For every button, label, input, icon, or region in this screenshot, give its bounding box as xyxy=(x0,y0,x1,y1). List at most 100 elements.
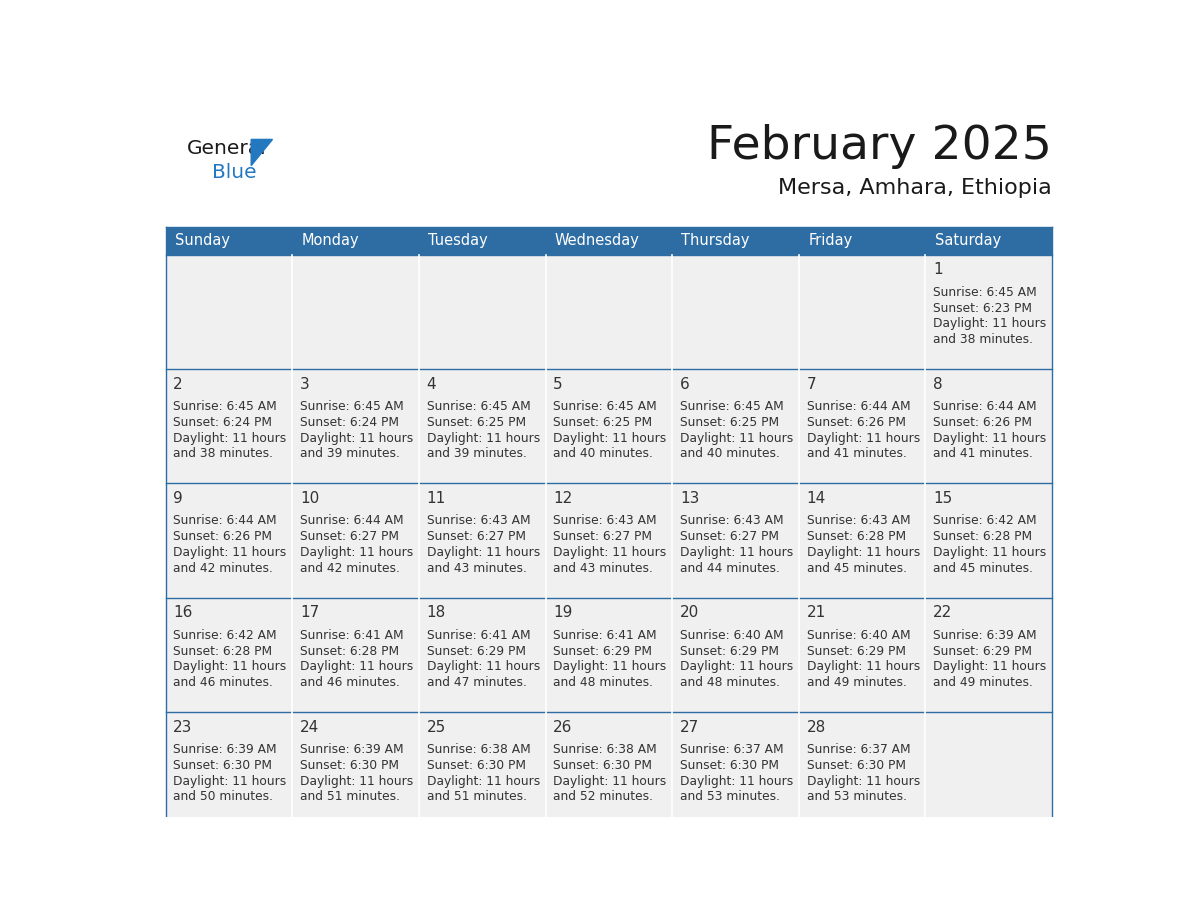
Text: Sunset: 6:28 PM: Sunset: 6:28 PM xyxy=(173,644,272,657)
Text: and 48 minutes.: and 48 minutes. xyxy=(680,677,781,689)
Text: Sunrise: 6:42 AM: Sunrise: 6:42 AM xyxy=(173,629,277,642)
Text: and 52 minutes.: and 52 minutes. xyxy=(554,790,653,803)
Text: Daylight: 11 hours: Daylight: 11 hours xyxy=(680,431,794,444)
Text: Sunset: 6:23 PM: Sunset: 6:23 PM xyxy=(934,301,1032,315)
Text: Daylight: 11 hours: Daylight: 11 hours xyxy=(173,431,286,444)
Bar xyxy=(165,227,1053,254)
Text: and 49 minutes.: and 49 minutes. xyxy=(934,677,1034,689)
Text: and 39 minutes.: and 39 minutes. xyxy=(426,447,526,461)
Text: Sunrise: 6:42 AM: Sunrise: 6:42 AM xyxy=(934,514,1037,528)
Text: Daylight: 11 hours: Daylight: 11 hours xyxy=(426,775,539,788)
Text: 4: 4 xyxy=(426,376,436,392)
Text: Daylight: 11 hours: Daylight: 11 hours xyxy=(299,775,413,788)
Text: Daylight: 11 hours: Daylight: 11 hours xyxy=(934,318,1047,330)
Text: Daylight: 11 hours: Daylight: 11 hours xyxy=(934,546,1047,559)
Text: Thursday: Thursday xyxy=(682,233,750,249)
Text: 16: 16 xyxy=(173,605,192,621)
Text: Sunrise: 6:43 AM: Sunrise: 6:43 AM xyxy=(554,514,657,528)
Text: Daylight: 11 hours: Daylight: 11 hours xyxy=(299,431,413,444)
Text: Daylight: 11 hours: Daylight: 11 hours xyxy=(680,546,794,559)
Text: and 45 minutes.: and 45 minutes. xyxy=(807,562,906,575)
Text: and 45 minutes.: and 45 minutes. xyxy=(934,562,1034,575)
Text: and 51 minutes.: and 51 minutes. xyxy=(299,790,400,803)
Text: and 38 minutes.: and 38 minutes. xyxy=(934,333,1034,346)
Text: 8: 8 xyxy=(934,376,943,392)
Text: Sunday: Sunday xyxy=(175,233,229,249)
Text: Sunset: 6:28 PM: Sunset: 6:28 PM xyxy=(934,531,1032,543)
Text: 12: 12 xyxy=(554,491,573,506)
Text: Sunset: 6:27 PM: Sunset: 6:27 PM xyxy=(554,531,652,543)
Text: Daylight: 11 hours: Daylight: 11 hours xyxy=(680,775,794,788)
Text: and 53 minutes.: and 53 minutes. xyxy=(807,790,906,803)
Text: Sunset: 6:29 PM: Sunset: 6:29 PM xyxy=(680,644,779,657)
Text: 17: 17 xyxy=(299,605,320,621)
Text: Tuesday: Tuesday xyxy=(428,233,488,249)
Text: 19: 19 xyxy=(554,605,573,621)
Text: Sunset: 6:27 PM: Sunset: 6:27 PM xyxy=(680,531,779,543)
Text: Daylight: 11 hours: Daylight: 11 hours xyxy=(934,660,1047,673)
Text: Blue: Blue xyxy=(211,162,257,182)
Text: Daylight: 11 hours: Daylight: 11 hours xyxy=(554,431,666,444)
Bar xyxy=(165,483,1053,598)
Text: Daylight: 11 hours: Daylight: 11 hours xyxy=(807,546,920,559)
Text: Sunrise: 6:40 AM: Sunrise: 6:40 AM xyxy=(680,629,784,642)
Text: Daylight: 11 hours: Daylight: 11 hours xyxy=(426,431,539,444)
Text: Sunset: 6:29 PM: Sunset: 6:29 PM xyxy=(934,644,1032,657)
Text: Sunrise: 6:39 AM: Sunrise: 6:39 AM xyxy=(299,743,404,756)
Text: 2: 2 xyxy=(173,376,183,392)
Text: Sunrise: 6:39 AM: Sunrise: 6:39 AM xyxy=(173,743,277,756)
Text: and 49 minutes.: and 49 minutes. xyxy=(807,677,906,689)
Text: February 2025: February 2025 xyxy=(707,124,1053,169)
Text: Sunrise: 6:44 AM: Sunrise: 6:44 AM xyxy=(807,400,910,413)
Text: and 40 minutes.: and 40 minutes. xyxy=(680,447,779,461)
Text: Daylight: 11 hours: Daylight: 11 hours xyxy=(680,660,794,673)
Text: 7: 7 xyxy=(807,376,816,392)
Text: 25: 25 xyxy=(426,720,446,734)
Text: Sunset: 6:27 PM: Sunset: 6:27 PM xyxy=(426,531,525,543)
Text: General: General xyxy=(188,140,267,159)
Text: and 46 minutes.: and 46 minutes. xyxy=(173,677,273,689)
Text: and 46 minutes.: and 46 minutes. xyxy=(299,677,400,689)
Text: 3: 3 xyxy=(299,376,310,392)
Text: Sunset: 6:26 PM: Sunset: 6:26 PM xyxy=(807,416,905,429)
Text: and 47 minutes.: and 47 minutes. xyxy=(426,677,526,689)
Text: Sunrise: 6:41 AM: Sunrise: 6:41 AM xyxy=(426,629,530,642)
Polygon shape xyxy=(251,140,272,165)
Text: 5: 5 xyxy=(554,376,563,392)
Text: Sunrise: 6:45 AM: Sunrise: 6:45 AM xyxy=(554,400,657,413)
Text: Daylight: 11 hours: Daylight: 11 hours xyxy=(299,660,413,673)
Text: Sunrise: 6:45 AM: Sunrise: 6:45 AM xyxy=(426,400,530,413)
Text: 14: 14 xyxy=(807,491,826,506)
Text: Sunrise: 6:38 AM: Sunrise: 6:38 AM xyxy=(426,743,530,756)
Text: and 50 minutes.: and 50 minutes. xyxy=(173,790,273,803)
Text: Sunset: 6:26 PM: Sunset: 6:26 PM xyxy=(173,531,272,543)
Text: Sunset: 6:25 PM: Sunset: 6:25 PM xyxy=(426,416,526,429)
Text: Sunset: 6:30 PM: Sunset: 6:30 PM xyxy=(554,759,652,772)
Text: Daylight: 11 hours: Daylight: 11 hours xyxy=(807,775,920,788)
Text: Sunset: 6:26 PM: Sunset: 6:26 PM xyxy=(934,416,1032,429)
Text: Sunrise: 6:40 AM: Sunrise: 6:40 AM xyxy=(807,629,910,642)
Text: and 48 minutes.: and 48 minutes. xyxy=(554,677,653,689)
Text: Mersa, Amhara, Ethiopia: Mersa, Amhara, Ethiopia xyxy=(778,178,1053,198)
Text: Sunset: 6:28 PM: Sunset: 6:28 PM xyxy=(299,644,399,657)
Text: Sunrise: 6:38 AM: Sunrise: 6:38 AM xyxy=(554,743,657,756)
Text: and 43 minutes.: and 43 minutes. xyxy=(426,562,526,575)
Text: Friday: Friday xyxy=(808,233,852,249)
Text: Sunrise: 6:41 AM: Sunrise: 6:41 AM xyxy=(554,629,657,642)
Text: Sunset: 6:30 PM: Sunset: 6:30 PM xyxy=(173,759,272,772)
Bar xyxy=(165,598,1053,712)
Text: and 42 minutes.: and 42 minutes. xyxy=(173,562,273,575)
Text: and 41 minutes.: and 41 minutes. xyxy=(934,447,1034,461)
Text: Sunrise: 6:43 AM: Sunrise: 6:43 AM xyxy=(426,514,530,528)
Text: Sunrise: 6:45 AM: Sunrise: 6:45 AM xyxy=(299,400,404,413)
Text: Sunset: 6:30 PM: Sunset: 6:30 PM xyxy=(426,759,525,772)
Text: 23: 23 xyxy=(173,720,192,734)
Text: Sunrise: 6:45 AM: Sunrise: 6:45 AM xyxy=(680,400,784,413)
Text: and 38 minutes.: and 38 minutes. xyxy=(173,447,273,461)
Text: Sunset: 6:25 PM: Sunset: 6:25 PM xyxy=(680,416,779,429)
Text: Sunrise: 6:44 AM: Sunrise: 6:44 AM xyxy=(934,400,1037,413)
Text: Daylight: 11 hours: Daylight: 11 hours xyxy=(554,546,666,559)
Text: Sunrise: 6:39 AM: Sunrise: 6:39 AM xyxy=(934,629,1037,642)
Text: 26: 26 xyxy=(554,720,573,734)
Text: 21: 21 xyxy=(807,605,826,621)
